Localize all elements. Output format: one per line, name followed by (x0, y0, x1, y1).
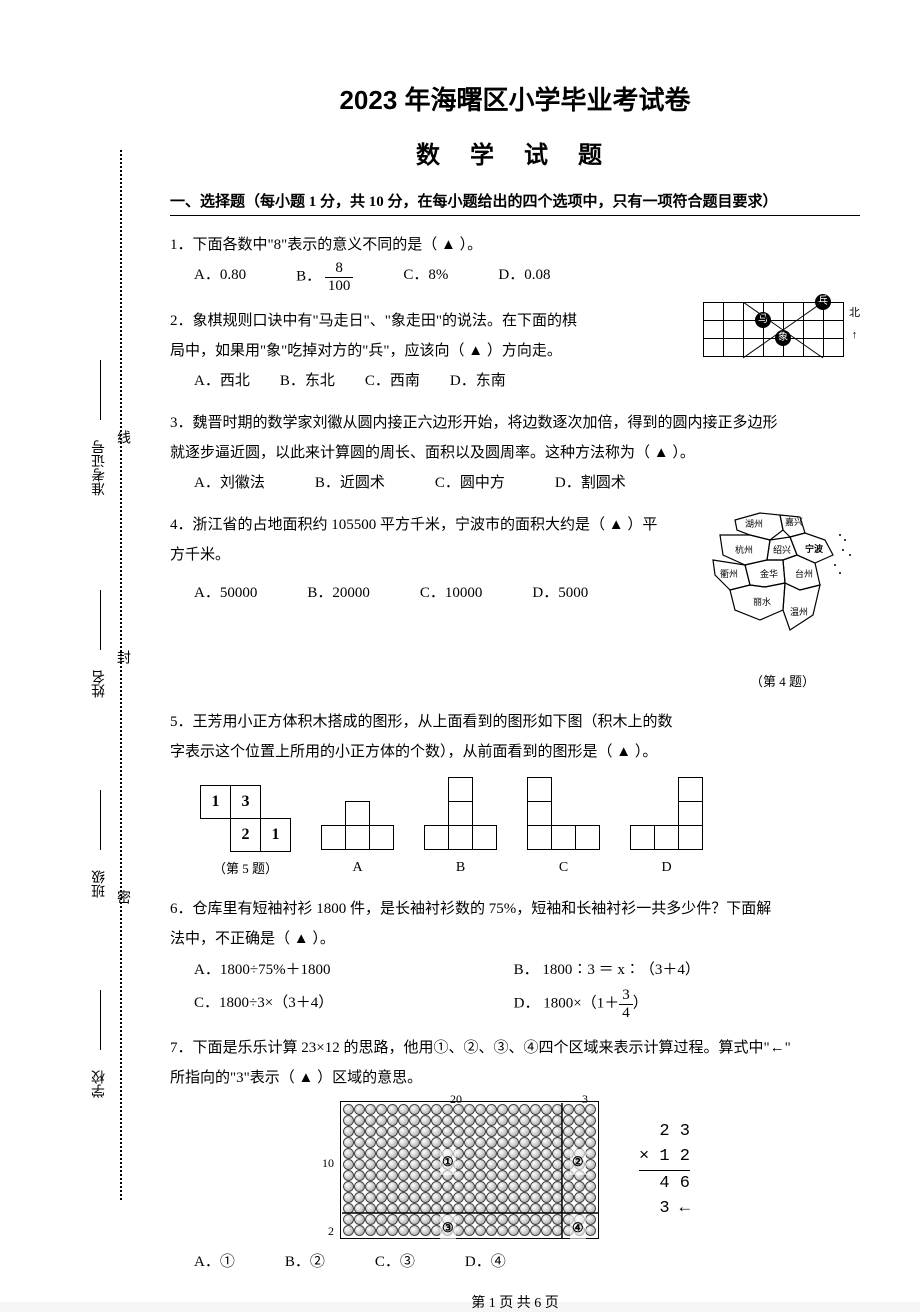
exam-page: 学校 班级 姓名 准考证号 密 封 线 2023 年海曙区小学毕业考试卷 数 学… (0, 0, 920, 1302)
q7-vertical-calc: 2 3 × 1 2 4 6 3 ← (639, 1119, 690, 1222)
seal-feng: 封 (112, 650, 132, 664)
xiang-moves (703, 302, 853, 362)
svg-text:湖州: 湖州 (745, 519, 763, 529)
seal-mi: 密 (112, 890, 132, 904)
question-1: 1．下面各数中"8"表示的意义不同的是（ ▲ ）。 A．0.80 B． 8 10… (170, 230, 860, 294)
q5-shape-a: A (321, 801, 394, 882)
q5-shape-d: D (630, 777, 703, 882)
margin-name-label: 姓名 (90, 670, 110, 698)
question-7: 7．下面是乐乐计算 23×12 的思路，他用①、②、③、④四个区域来表示计算过程… (170, 1033, 860, 1277)
binding-margin: 学校 班级 姓名 准考证号 密 封 线 (90, 150, 140, 1200)
q5-stem-1: 5．王芳用小正方体积木搭成的图形，从上面看到的图形如下图（积木上的数 (170, 707, 860, 737)
exam-subtitle: 数 学 试 题 (170, 135, 860, 170)
q5-shape-b: B (424, 777, 497, 882)
q6-opt-b: B． 1800∶3 ＝ x∶（3＋4） (514, 954, 834, 987)
q2-options: A．西北 B．东北 C．西南 D．东南 (194, 366, 860, 396)
q4-caption: （第 4 题） (705, 669, 860, 695)
seal-xian: 线 (112, 430, 132, 444)
exam-title: 2023 年海曙区小学毕业考试卷 (170, 80, 860, 117)
q3-opt-c: C．圆中方 (435, 468, 505, 498)
q4-opt-b: B．20000 (307, 578, 370, 608)
q7-stem-2: 所指向的"3"表示（ ▲ ）区域的意思。 (170, 1063, 860, 1093)
circle-array (343, 1104, 596, 1236)
q4-options: A．50000 B．20000 C．10000 D．5000 (194, 578, 695, 608)
svg-text:衢州: 衢州 (720, 568, 738, 579)
svg-text:温州: 温州 (790, 607, 808, 617)
q3-opt-b: B．近圆术 (315, 468, 385, 498)
q2-opt-b: B．东北 (280, 366, 335, 396)
q1-opt-c: C．8% (403, 260, 448, 294)
q7-stem-1: 7．下面是乐乐计算 23×12 的思路，他用①、②、③、④四个区域来表示计算过程… (170, 1033, 860, 1063)
q1-opt-d: D．0.08 (498, 260, 550, 294)
q2-opt-d: D．东南 (450, 366, 506, 396)
q4-opt-d: D．5000 (532, 578, 588, 608)
chess-diagram: 兵 马 象 北 ↑ (703, 302, 860, 357)
q5-topview: 13 21 （第 5 题） (200, 785, 291, 882)
q6-opt-d: D． 1800×（1＋ 3 4 ） (514, 987, 834, 1021)
svg-text:宁波: 宁波 (805, 543, 824, 554)
q2-opt-c: C．西南 (365, 366, 420, 396)
q1-opt-b: B． 8 100 (296, 260, 353, 294)
q4-opt-a: A．50000 (194, 578, 257, 608)
q3-opt-d: D．割圆术 (555, 468, 626, 498)
margin-examno-label: 准考证号 (90, 440, 110, 496)
q3-stem-1: 3．魏晋时期的数学家刘徽从圆内接正六边形开始，将边数逐次加倍，得到的圆内接正多边… (170, 408, 860, 438)
q7-opt-a: A．① (194, 1247, 235, 1277)
q6-stem-1: 6．仓库里有短袖衬衫 1800 件，是长袖衬衫数的 75%，短袖和长袖衬衫一共多… (170, 894, 860, 924)
dotted-seal-line (120, 150, 122, 1200)
q4-opt-c: C．10000 (420, 578, 483, 608)
section-1-header: 一、选择题（每小题 1 分，共 10 分，在每小题给出的四个选项中，只有一项符合… (170, 190, 860, 216)
zhejiang-map: 湖州 嘉兴 杭州 绍兴 宁波 衢州 金华 台州 丽水 温州 （第 4 题） (705, 505, 860, 695)
q1-fraction: 8 100 (325, 260, 354, 294)
q7-options: A．① B．② C．③ D．④ (194, 1247, 860, 1277)
q6-opt-a: A．1800÷75%＋1800 (194, 954, 514, 987)
q3-stem-2: 就逐步逼近圆，以此来计算圆的周长、面积以及圆周率。这种方法称为（ ▲ ）。 (170, 438, 860, 468)
content-area: 2023 年海曙区小学毕业考试卷 数 学 试 题 一、选择题（每小题 1 分，共… (170, 80, 860, 1312)
svg-text:丽水: 丽水 (753, 596, 771, 607)
q6-stem-2: 法中，不正确是（ ▲ ）。 (170, 924, 860, 954)
svg-text:台州: 台州 (795, 568, 813, 579)
page-footer: 第 1 页 共 6 页 (170, 1292, 860, 1312)
q6-options: A．1800÷75%＋1800 B． 1800∶3 ＝ x∶（3＋4） C．18… (194, 954, 860, 1021)
map-svg: 湖州 嘉兴 杭州 绍兴 宁波 衢州 金华 台州 丽水 温州 (705, 505, 860, 655)
q6-opt-c: C．1800÷3×（3＋4） (194, 987, 514, 1021)
q1-stem: 1．下面各数中"8"表示的意义不同的是（ ▲ ）。 (170, 230, 860, 260)
margin-examno-line (100, 360, 101, 420)
margin-school-line (100, 990, 101, 1050)
q3-opt-a: A．刘徽法 (194, 468, 265, 498)
svg-text:金华: 金华 (760, 568, 778, 579)
q7-array-diagram: 20 3 10 2 ① ② ③ ④ (340, 1101, 599, 1239)
q7-opt-d: D．④ (465, 1247, 506, 1277)
question-5: 5．王芳用小正方体积木搭成的图形，从上面看到的图形如下图（积木上的数 字表示这个… (170, 707, 860, 882)
q5-shape-c: C (527, 777, 600, 882)
q1-options: A．0.80 B． 8 100 C．8% D．0.08 (194, 260, 860, 294)
svg-text:杭州: 杭州 (735, 544, 753, 555)
margin-class-label: 班级 (90, 870, 110, 898)
q2-opt-a: A．西北 (194, 366, 250, 396)
margin-class-line (100, 790, 101, 850)
q7-opt-c: C．③ (375, 1247, 415, 1277)
question-2: 兵 马 象 北 ↑ 2．象棋规则口诀中有"马走日"、"象 (170, 306, 860, 396)
q7-opt-b: B．② (285, 1247, 325, 1277)
question-3: 3．魏晋时期的数学家刘徽从圆内接正六边形开始，将边数逐次加倍，得到的圆内接正多边… (170, 408, 860, 498)
q5-figures: 13 21 （第 5 题） A (200, 777, 860, 882)
q3-options: A．刘徽法 B．近圆术 C．圆中方 D．割圆术 (194, 468, 860, 498)
question-6: 6．仓库里有短袖衬衫 1800 件，是长袖衬衫数的 75%，短袖和长袖衬衫一共多… (170, 894, 860, 1021)
q7-figure: 20 3 10 2 ① ② ③ ④ (170, 1101, 860, 1239)
margin-name-line (100, 590, 101, 650)
q5-stem-2: 字表示这个位置上所用的小正方体的个数），从前面看到的图形是（ ▲ ）。 (170, 737, 860, 767)
svg-text:绍兴: 绍兴 (773, 544, 791, 555)
q1-opt-a: A．0.80 (194, 260, 246, 294)
margin-school-label: 学校 (90, 1070, 110, 1098)
question-4: 湖州 嘉兴 杭州 绍兴 宁波 衢州 金华 台州 丽水 温州 （第 4 题） (170, 510, 860, 695)
svg-text:嘉兴: 嘉兴 (785, 516, 803, 527)
